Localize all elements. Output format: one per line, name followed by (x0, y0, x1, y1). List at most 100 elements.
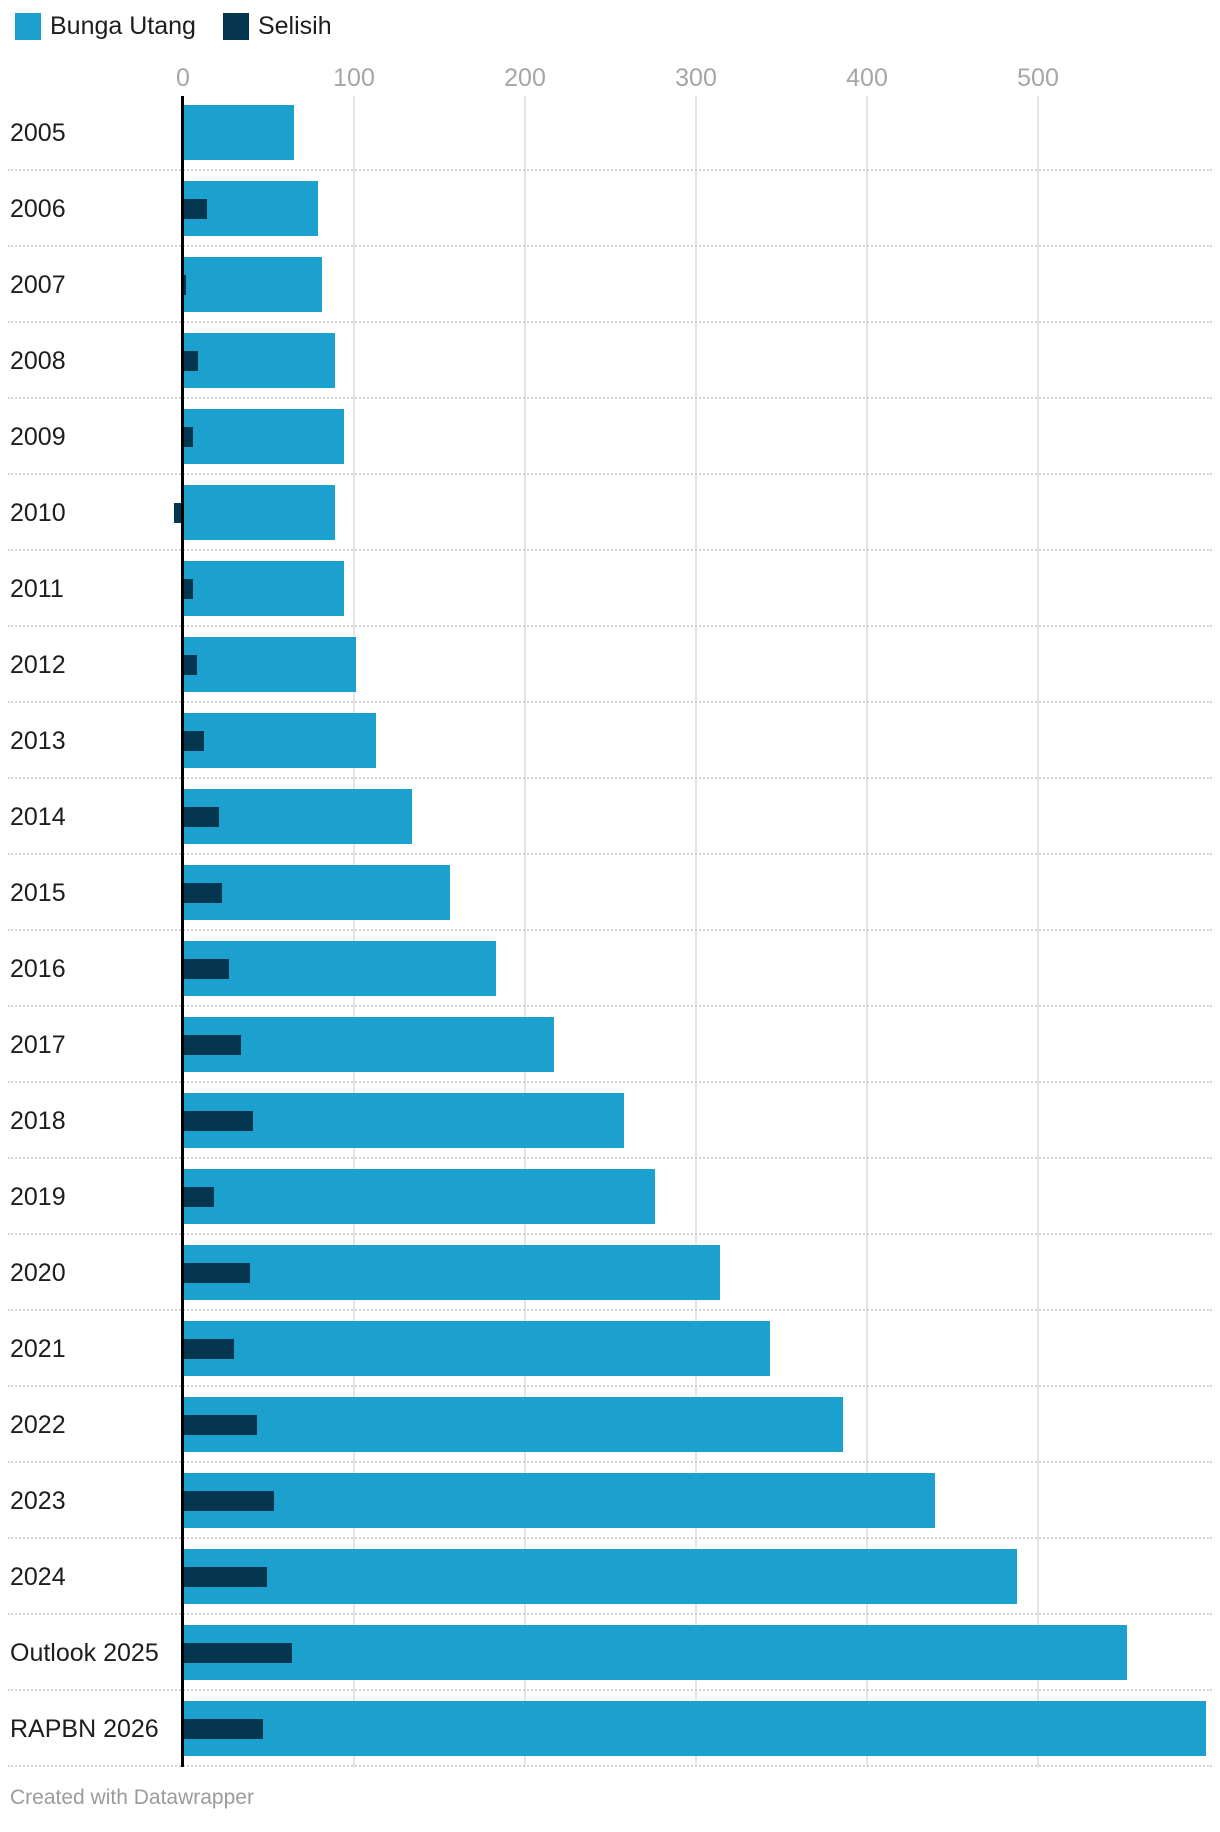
row-label: 2017 (10, 1031, 66, 1059)
row-separator (8, 1613, 1212, 1615)
legend-item-bunga-utang: Bunga Utang (15, 13, 196, 40)
bunga-utang-bar[interactable] (184, 789, 413, 844)
selisih-bar[interactable] (184, 1490, 274, 1511)
row-separator (8, 1081, 1212, 1083)
row-separator (8, 1689, 1212, 1691)
selisih-bar[interactable] (184, 1338, 235, 1359)
bunga-utang-bar[interactable] (184, 865, 450, 920)
attribution-caption: Created with Datawrapper (10, 1786, 254, 1809)
selisih-bar[interactable] (184, 1566, 267, 1587)
selisih-bar[interactable] (184, 1262, 250, 1283)
row-label: 2013 (10, 727, 66, 755)
bunga-utang-bar[interactable] (184, 1701, 1206, 1756)
selisih-bar[interactable] (184, 1110, 254, 1131)
row-label: 2018 (10, 1107, 66, 1135)
row-label: 2012 (10, 651, 66, 679)
x-axis-tick-label: 100 (333, 64, 375, 92)
row-separator (8, 777, 1212, 779)
legend-label: Bunga Utang (50, 12, 196, 40)
row-separator (8, 321, 1212, 323)
row-label: 2011 (10, 575, 64, 603)
row-separator (8, 701, 1212, 703)
selisih-bar[interactable] (184, 274, 187, 295)
row-label: 2014 (10, 803, 66, 831)
bunga-utang-bar[interactable] (184, 561, 344, 616)
row-label: 2024 (10, 1563, 66, 1591)
bunga-utang-bar[interactable] (184, 1093, 625, 1148)
row-label: 2022 (10, 1411, 66, 1439)
selisih-bar[interactable] (184, 958, 230, 979)
row-separator (8, 1233, 1212, 1235)
selisih-bar[interactable] (184, 730, 204, 751)
vertical-gridline (1037, 96, 1039, 1767)
row-separator (8, 1461, 1212, 1463)
selisih-bar[interactable] (184, 426, 194, 447)
row-label: Outlook 2025 (10, 1639, 159, 1667)
row-label: 2015 (10, 879, 66, 907)
selisih-bar[interactable] (184, 350, 199, 371)
bunga-utang-bar[interactable] (184, 105, 295, 160)
bunga-utang-bar[interactable] (184, 409, 344, 464)
selisih-bar[interactable] (184, 1034, 242, 1055)
bunga-utang-bar[interactable] (184, 333, 336, 388)
x-axis-tick-label: 200 (504, 64, 546, 92)
row-label: 2020 (10, 1259, 66, 1287)
row-separator (8, 1005, 1212, 1007)
selisih-bar[interactable] (184, 1642, 293, 1663)
row-label: 2006 (10, 195, 66, 223)
x-axis-tick-label: 300 (675, 64, 717, 92)
selisih-bar[interactable] (174, 502, 183, 523)
row-separator (8, 549, 1212, 551)
bunga-utang-bar[interactable] (184, 485, 336, 540)
selisih-bar[interactable] (184, 806, 219, 827)
selisih-bar[interactable] (184, 654, 197, 675)
bunga-utang-bar[interactable] (184, 1625, 1127, 1680)
bunga-utang-bar[interactable] (184, 713, 377, 768)
selisih-bar[interactable] (184, 882, 223, 903)
row-label: 2021 (10, 1335, 66, 1363)
legend: Bunga Utang Selisih (15, 13, 359, 40)
bunga-utang-bar[interactable] (184, 1473, 936, 1528)
bunga-utang-bar[interactable] (184, 1397, 844, 1452)
selisih-bar[interactable] (184, 1718, 264, 1739)
bunga-utang-bar[interactable] (184, 1549, 1018, 1604)
row-separator (8, 169, 1212, 171)
row-separator (8, 625, 1212, 627)
x-axis-tick-label: 500 (1017, 64, 1059, 92)
row-label: RAPBN 2026 (10, 1715, 159, 1743)
x-axis-tick-label: 400 (846, 64, 888, 92)
row-label: 2005 (10, 119, 66, 147)
row-separator (8, 929, 1212, 931)
row-separator (8, 1537, 1212, 1539)
row-label: 2019 (10, 1183, 66, 1211)
row-label: 2023 (10, 1487, 66, 1515)
vertical-gridline (353, 96, 355, 1767)
bunga-utang-bar[interactable] (184, 257, 322, 312)
row-label: 2007 (10, 271, 66, 299)
zero-axis-line (181, 96, 184, 1767)
row-separator (8, 1765, 1212, 1767)
selisih-swatch-icon (222, 13, 249, 40)
bunga-utang-bar[interactable] (184, 637, 356, 692)
legend-item-selisih: Selisih (222, 13, 332, 40)
selisih-bar[interactable] (184, 1414, 257, 1435)
selisih-bar[interactable] (184, 1186, 214, 1207)
vertical-gridline (695, 96, 697, 1767)
bunga-utang-bar[interactable] (184, 1245, 720, 1300)
vertical-gridline (866, 96, 868, 1767)
bunga-utang-swatch-icon (15, 13, 41, 40)
row-separator (8, 853, 1212, 855)
bunga-utang-bar[interactable] (184, 1169, 655, 1224)
x-axis-tick-label: 0 (176, 64, 190, 92)
vertical-gridline (524, 96, 526, 1767)
row-separator (8, 1157, 1212, 1159)
bunga-utang-bar[interactable] (184, 1017, 555, 1072)
row-separator (8, 473, 1212, 475)
row-separator (8, 1385, 1212, 1387)
selisih-bar[interactable] (184, 198, 207, 219)
row-separator (8, 397, 1212, 399)
bunga-utang-bar[interactable] (184, 1321, 770, 1376)
row-separator (8, 245, 1212, 247)
bunga-utang-bar[interactable] (184, 941, 496, 996)
selisih-bar[interactable] (184, 578, 194, 599)
